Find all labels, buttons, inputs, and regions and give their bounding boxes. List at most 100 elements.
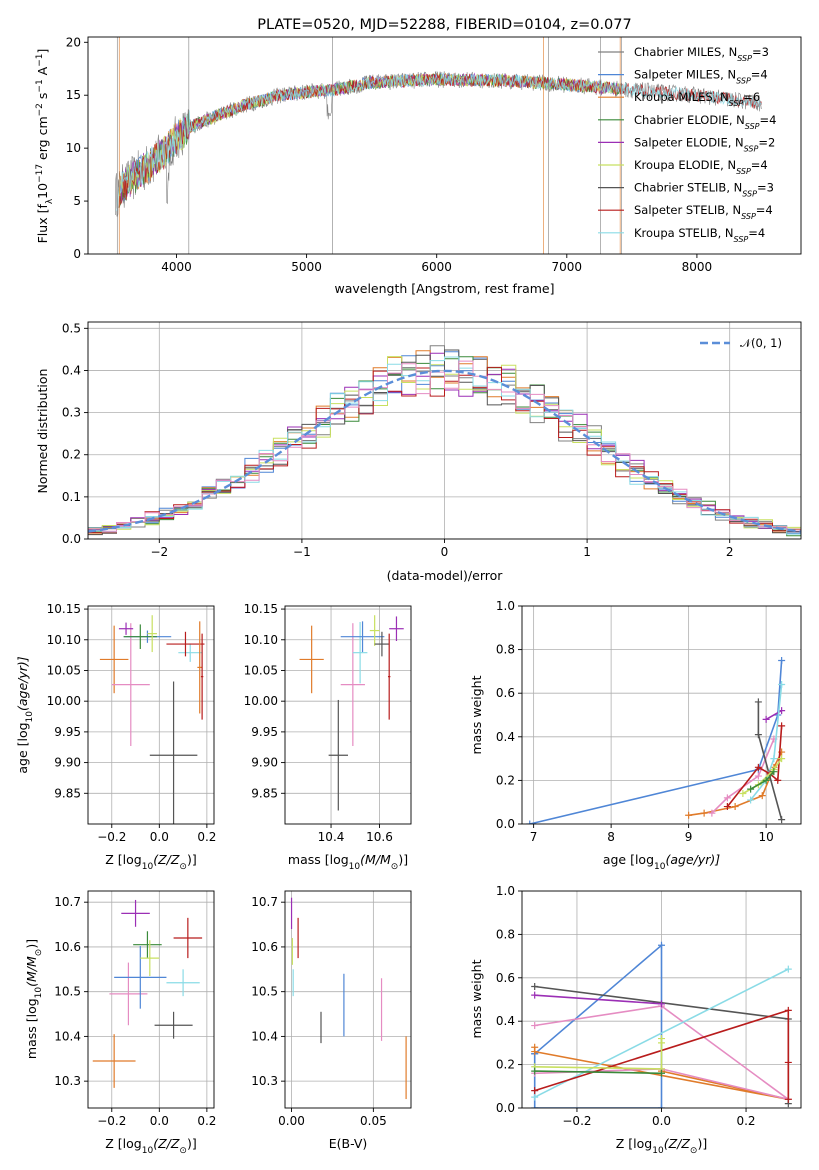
label-part: age [log	[603, 852, 654, 867]
y-tick-label: 10.3	[251, 1074, 278, 1088]
label-part: 10	[142, 862, 154, 872]
series-point	[658, 1035, 665, 1043]
label-part: Chabrier ELODIE, N	[634, 113, 745, 127]
label-part: ⊙	[690, 1146, 698, 1156]
label-part: 10	[35, 183, 50, 199]
chart-mass_vs_ebv: 0.00 0.05 10.3 10.4 10.5 10.6 10.7 E(B-V)	[251, 890, 412, 1151]
series-point	[731, 803, 739, 811]
x-tick-label: 8000	[682, 260, 713, 274]
legend-label: Kroupa ELODIE, NSSP=4	[634, 158, 768, 176]
x-axis-label: Z [log10(Z/Z⊙)]	[105, 852, 196, 872]
plot-area	[522, 606, 801, 824]
y-tick-label: 0.4	[62, 363, 81, 377]
label-part: )]	[24, 939, 39, 949]
label-part: Chabrier MILES, N	[634, 45, 737, 59]
series-line	[534, 994, 662, 1005]
x-tick-label: −0.2	[97, 1114, 126, 1128]
label-part: Salpeter MILES, N	[634, 68, 736, 82]
label-part: SSP	[736, 76, 751, 85]
plot-area	[285, 891, 411, 1108]
y-tick-label: 10.00	[244, 694, 278, 708]
x-tick-label: 7	[530, 830, 538, 844]
label-part: ⊙	[34, 949, 44, 957]
plot-area	[115, 37, 763, 254]
series-point	[531, 1104, 539, 1108]
x-tick-label: 9	[685, 830, 693, 844]
model-spectrum	[118, 72, 622, 208]
series-point	[762, 776, 770, 784]
series-point	[531, 1087, 539, 1095]
x-tick-label: 0.0	[652, 1114, 671, 1128]
series-point	[754, 731, 762, 739]
y-tick-label: 5	[73, 194, 81, 208]
legend-label: Kroupa STELIB, NSSP=4	[634, 226, 765, 244]
y-tick-label: 0.3	[62, 406, 81, 420]
label-part: =4	[756, 203, 773, 217]
label-part: Z [log	[616, 1136, 652, 1151]
label-part: (age/yr)]	[665, 852, 720, 867]
label-part: SSP	[741, 212, 756, 221]
legend-label: Kroupa MILES, NSSP=6	[634, 90, 760, 108]
chart-weight_vs_z: −0.2 0.0 0.2 0.0 0.2 0.4 0.6 0.8 1.0 Z [log10(Z/Z…	[469, 884, 802, 1156]
label-part: (Z/Z	[153, 852, 180, 867]
series-point	[770, 768, 778, 776]
y-tick-label: 0.2	[62, 448, 81, 462]
x-tick-label: 10.4	[318, 830, 345, 844]
label-part: A	[35, 66, 50, 79]
label-part: Salpeter STELIB, N	[634, 203, 741, 217]
y-tick-label: 9.95	[251, 725, 278, 739]
label-part: −1	[35, 79, 45, 92]
x-tick-label: 4000	[161, 260, 192, 274]
label-part: =4	[751, 68, 768, 82]
label-part: Salpeter ELODIE, N	[634, 135, 744, 149]
y-tick-label: 10.3	[54, 1074, 81, 1088]
y-tick-label: 10.00	[47, 694, 81, 708]
y-tick-label: 1.0	[496, 884, 515, 898]
label-part: −1	[35, 54, 45, 67]
legend: 𝒩(0, 1)	[700, 336, 782, 350]
y-tick-label: 20	[66, 35, 81, 49]
plot-area	[285, 606, 411, 824]
label-part: =3	[757, 181, 774, 195]
series-point	[723, 794, 731, 802]
y-tick-label: 10.10	[244, 633, 278, 647]
series-point	[531, 991, 539, 999]
axes-frame	[87, 36, 802, 255]
y-tick-label: 0	[73, 247, 81, 261]
y-tick-label: 0.8	[496, 927, 515, 941]
label-part: Z [log	[105, 852, 141, 867]
y-tick-label: 0.4	[496, 730, 515, 744]
x-tick-label: 6000	[421, 260, 452, 274]
x-tick-label: 5000	[291, 260, 322, 274]
series-line	[534, 968, 789, 1098]
x-axis-label: Z [log10(Z/Z⊙)]	[105, 1136, 196, 1156]
series-point	[531, 1093, 539, 1101]
series-point	[658, 1069, 665, 1077]
y-tick-label: 0.6	[496, 686, 515, 700]
y-tick-label: 0.2	[496, 1058, 515, 1072]
series-point	[754, 772, 762, 780]
series-point	[754, 698, 762, 706]
y-tick-label: 9.90	[251, 756, 278, 770]
label-part: )]	[187, 852, 197, 867]
y-tick-label: 10.05	[244, 663, 278, 677]
x-tick-label: 0.05	[360, 1114, 387, 1128]
y-tick-label: 10.15	[244, 602, 278, 616]
label-part: (Z/Z	[153, 1136, 180, 1151]
label-part: (age/yr)]	[15, 656, 30, 711]
model-spectrum	[118, 73, 622, 209]
x-tick-label: −1	[293, 545, 311, 559]
label-part: (Z/Z	[664, 1136, 691, 1151]
label-part: SSP	[745, 121, 760, 130]
label-part: Kroupa STELIB, N	[634, 226, 734, 240]
legend-label: Salpeter MILES, NSSP=4	[634, 68, 768, 86]
y-axis-label: mass weight	[469, 959, 484, 1038]
label-part: 10	[142, 1146, 154, 1156]
label-part: 10	[34, 987, 44, 999]
series-point	[658, 941, 665, 949]
y-tick-label: 10.7	[251, 895, 278, 909]
legend-label: Salpeter ELODIE, NSSP=2	[634, 135, 775, 153]
x-tick-label: 0.2	[197, 830, 216, 844]
